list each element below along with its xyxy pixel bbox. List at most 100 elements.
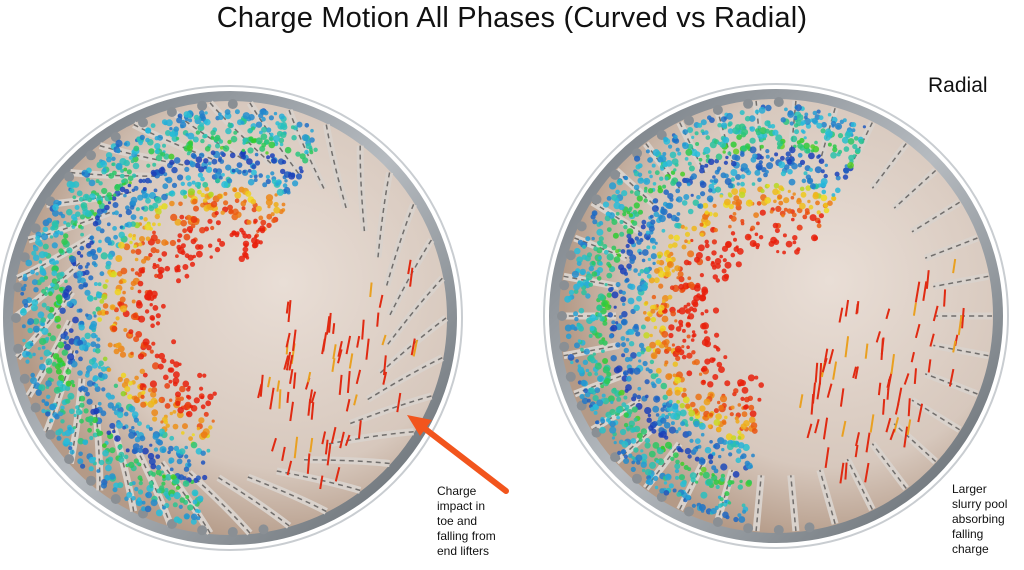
charge-particle: [668, 324, 675, 331]
charge-particle: [114, 435, 121, 442]
charge-particle: [824, 163, 828, 167]
charge-particle: [210, 225, 215, 231]
charge-particle: [676, 491, 682, 497]
falling-streak: [307, 371, 312, 383]
charge-particle: [609, 426, 617, 434]
charge-particle: [738, 516, 746, 523]
charge-particle: [273, 201, 279, 208]
charge-particle: [41, 288, 47, 294]
charge-particle: [176, 244, 182, 250]
charge-particle: [628, 341, 635, 347]
charge-particle: [668, 234, 674, 240]
charge-particle: [666, 261, 674, 268]
charge-particle: [831, 196, 837, 201]
charge-particle: [123, 142, 128, 146]
charge-particle: [626, 211, 631, 215]
charge-particle: [105, 279, 109, 283]
charge-particle: [663, 136, 669, 142]
charge-particle: [79, 320, 85, 326]
charge-particle: [49, 235, 54, 239]
charge-particle: [38, 260, 43, 264]
charge-particle: [687, 240, 691, 245]
charge-particle: [176, 264, 181, 269]
charge-particle: [576, 256, 583, 264]
charge-particle: [727, 501, 732, 505]
charge-particle: [111, 156, 116, 161]
charge-particle: [66, 208, 73, 216]
liner-tooth: [13, 282, 24, 293]
charge-particle: [715, 278, 720, 283]
charge-particle: [135, 207, 140, 212]
charge-particle: [134, 257, 139, 262]
charge-particle: [843, 168, 850, 174]
charge-particle: [169, 159, 175, 166]
liner-tooth: [166, 107, 177, 117]
charge-particle: [22, 338, 26, 343]
charge-particle: [282, 183, 288, 188]
charge-particle: [51, 278, 58, 284]
charge-particle: [98, 360, 104, 367]
charge-particle: [165, 474, 172, 481]
falling-streak: [361, 319, 365, 340]
charge-particle: [35, 238, 42, 246]
charge-particle: [172, 423, 179, 430]
charge-particle: [615, 321, 619, 325]
charge-particle: [305, 143, 312, 150]
charge-particle: [597, 375, 604, 383]
falling-streak: [826, 383, 833, 398]
charge-particle: [76, 270, 84, 278]
charge-particle: [799, 137, 805, 144]
charge-particle: [182, 480, 190, 487]
charge-particle: [204, 186, 210, 192]
charge-particle: [681, 345, 685, 349]
charge-particle: [703, 398, 711, 406]
charge-particle: [672, 403, 679, 410]
charge-particle: [210, 130, 216, 136]
charge-particle: [616, 178, 623, 186]
charge-particle: [152, 416, 158, 422]
charge-particle: [701, 292, 706, 297]
charge-particle: [808, 152, 815, 160]
charge-particle: [51, 220, 59, 228]
charge-particle: [189, 261, 196, 267]
charge-particle: [765, 154, 770, 159]
charge-particle: [146, 290, 153, 297]
charge-particle: [802, 214, 808, 220]
charge-particle: [712, 175, 716, 179]
charge-particle: [659, 176, 664, 181]
charge-particle: [738, 442, 745, 449]
charge-particle: [807, 199, 811, 204]
charge-particle: [192, 136, 199, 143]
charge-particle: [150, 247, 157, 254]
charge-particle: [139, 368, 145, 374]
charge-particle: [724, 173, 729, 179]
charge-particle: [668, 243, 673, 249]
charge-particle: [674, 468, 680, 474]
charge-particle: [787, 168, 793, 175]
charge-particle: [676, 196, 683, 203]
falling-streak: [885, 308, 891, 320]
charge-particle: [686, 334, 691, 339]
charge-particle: [152, 433, 159, 440]
charge-particle: [661, 413, 666, 418]
charge-particle: [827, 142, 832, 147]
charge-particle: [102, 283, 108, 289]
charge-particle: [21, 324, 26, 329]
charge-particle: [171, 339, 177, 345]
charge-particle: [67, 426, 72, 431]
annotation-radial: Larger slurry pool absorbing falling cha…: [952, 482, 1022, 557]
charge-particle: [618, 315, 623, 319]
falling-streak: [283, 355, 290, 370]
charge-particle: [700, 191, 706, 197]
charge-particle: [41, 233, 49, 241]
charge-particle: [644, 267, 650, 273]
charge-particle: [626, 263, 632, 270]
annotation-line: Charge: [437, 484, 477, 498]
charge-particle: [638, 342, 645, 349]
charge-particle: [104, 475, 111, 481]
charge-particle: [169, 127, 173, 131]
falling-streak: [799, 394, 804, 408]
charge-particle: [789, 121, 794, 126]
charge-particle: [150, 234, 158, 242]
charge-particle: [602, 302, 606, 306]
